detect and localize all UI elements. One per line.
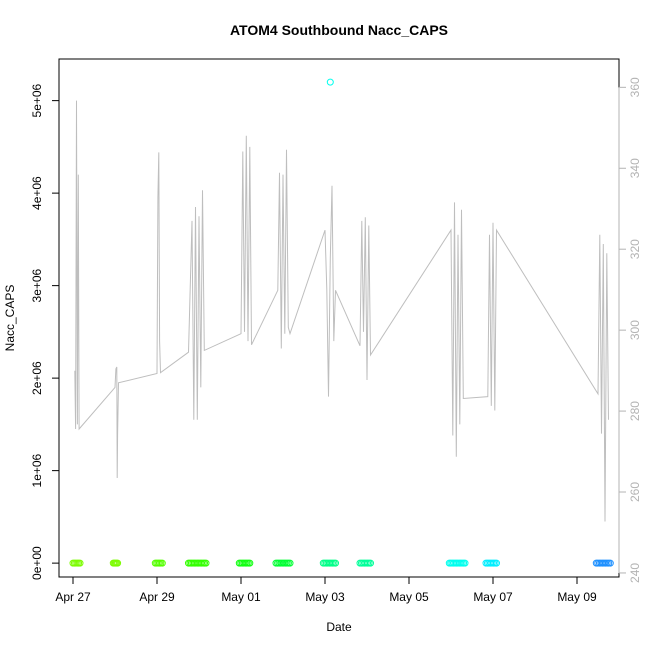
scatter-group-7 [356, 559, 374, 567]
scatter-point [332, 559, 339, 567]
scatter-point [202, 559, 210, 567]
x-tick-label: May 01 [221, 590, 261, 604]
y-axis-label: Nacc_CAPS [3, 285, 17, 352]
y2-tick-label: 340 [628, 158, 642, 178]
scatter-group-8 [445, 559, 469, 567]
scatter-group-6 [319, 559, 339, 567]
y2-tick-label: 300 [628, 320, 642, 340]
scatter-point [76, 559, 84, 567]
scatter-group-0 [69, 559, 84, 567]
scatter-point [246, 559, 254, 567]
scatter-group-9 [482, 559, 500, 567]
y-tick-label: 3e+06 [30, 268, 44, 302]
y2-tick-label: 280 [628, 401, 642, 421]
scatter-point [493, 559, 500, 567]
x-tick-label: Apr 29 [139, 590, 175, 604]
y-tick-label: 2e+06 [30, 361, 44, 395]
scatter-group-4 [235, 559, 254, 567]
scatter-group-3 [185, 559, 210, 567]
x-tick-label: May 03 [305, 590, 345, 604]
scatter-point [158, 559, 166, 567]
scatter-point [286, 559, 294, 567]
scatter-point [114, 559, 122, 567]
scatter-point [461, 559, 469, 567]
scatter-group-1 [109, 559, 122, 567]
y-tick-label: 5e+06 [30, 83, 44, 117]
plot-frame [58, 58, 620, 578]
series-layer [69, 78, 614, 567]
scatter-point [606, 559, 614, 567]
x-axis-label: Date [326, 620, 352, 634]
y-tick-label: 4e+06 [30, 176, 44, 210]
x-tick-label: May 05 [389, 590, 429, 604]
y2-tick-label: 260 [628, 482, 642, 502]
y2-tick-label: 320 [628, 239, 642, 259]
y2-axis: 240 260 280 300 320 340 360 [618, 77, 642, 583]
scatter-group-2 [151, 559, 166, 567]
y2-tick-label: 360 [628, 77, 642, 97]
chart-title: ATOM4 Southbound Nacc_CAPS [230, 22, 448, 38]
x-tick-label: May 07 [473, 590, 513, 604]
scatter-group-5 [272, 559, 294, 567]
y-axis: 0e+00 1e+06 2e+06 3e+06 4e+06 5e+06 [30, 83, 60, 580]
scatter-group-10 [592, 559, 614, 567]
y-tick-label: 0e+00 [30, 546, 44, 580]
scatter-point [367, 559, 374, 567]
series-line [74, 100, 609, 522]
y2-tick-label: 240 [628, 563, 642, 583]
x-tick-label: Apr 27 [55, 590, 91, 604]
x-tick-label: May 09 [557, 590, 597, 604]
outlier-point [326, 78, 334, 86]
y-tick-label: 1e+06 [30, 453, 44, 487]
x-axis: Apr 27 Apr 29 May 01 May 03 May 05 May 07 May … [55, 576, 597, 604]
